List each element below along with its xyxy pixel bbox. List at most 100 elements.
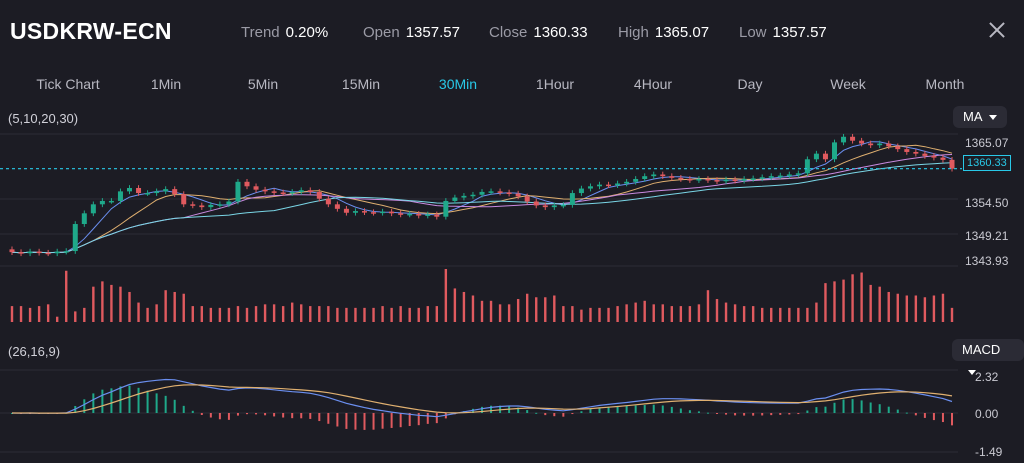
volume-bar <box>462 291 466 322</box>
macd-bar <box>471 408 474 413</box>
candle-body <box>27 251 33 254</box>
price-tick: 1349.21 <box>965 229 1009 243</box>
volume-bar <box>742 306 746 322</box>
macd-bar <box>426 413 429 424</box>
volume-bar <box>715 299 719 322</box>
candle-body <box>597 184 602 187</box>
macd-bar <box>481 406 483 413</box>
tab-4hour[interactable]: 4Hour <box>633 76 673 92</box>
candle-body <box>542 205 548 208</box>
macd-bar <box>923 413 926 418</box>
tab-5min[interactable]: 5Min <box>247 76 279 92</box>
volume-bar <box>860 272 863 322</box>
macd-bar <box>236 413 239 416</box>
volume-bar <box>607 307 610 322</box>
tab-30min[interactable]: 30Min <box>438 76 478 92</box>
volume-bar <box>191 306 194 322</box>
macd-bar <box>327 413 330 424</box>
macd-bar <box>381 413 384 429</box>
candle-body <box>443 200 449 217</box>
volume-bar <box>327 306 330 322</box>
tab-day[interactable]: Day <box>737 76 763 92</box>
macd-tick: 0.00 <box>975 407 999 421</box>
macd-bar <box>155 393 158 413</box>
tab-15min[interactable]: 15Min <box>341 76 381 92</box>
candle-body <box>190 204 196 206</box>
candle-body <box>587 186 593 189</box>
volume-bar <box>688 306 692 322</box>
candle-body <box>9 249 15 253</box>
volume-bar <box>110 284 113 322</box>
ma-line <box>11 162 953 254</box>
candle-body <box>696 178 702 181</box>
ma-dropdown[interactable]: MA <box>953 106 1007 128</box>
macd-bar <box>435 413 438 424</box>
volume-bar <box>679 306 683 322</box>
macd-bar <box>571 413 574 415</box>
macd-bar <box>788 413 791 415</box>
volume-bar <box>209 307 213 322</box>
volume-bar <box>670 306 674 322</box>
volume-bar <box>254 306 258 322</box>
stat-close: Close 1360.33 <box>489 24 588 41</box>
tab-1min[interactable]: 1Min <box>150 76 182 92</box>
candle-body <box>163 189 169 192</box>
macd-bar <box>743 413 746 416</box>
volume-bar <box>616 306 619 322</box>
macd-bar <box>815 407 818 413</box>
macd-bar <box>490 405 493 413</box>
candle-body <box>569 193 575 205</box>
candle-body <box>217 204 223 206</box>
macd-bar <box>345 413 348 429</box>
candle-body <box>63 251 69 253</box>
macd-bar <box>164 395 167 413</box>
macd-bar <box>200 413 203 415</box>
macd-bar <box>716 413 718 414</box>
macd-bar <box>83 399 86 413</box>
tab-tick-chart[interactable]: Tick Chart <box>36 76 100 92</box>
candle-body <box>117 191 123 201</box>
ma-dropdown-label: MA <box>963 109 983 124</box>
volume-bar <box>914 295 918 322</box>
macd-bar <box>318 413 321 422</box>
tab-1hour[interactable]: 1Hour <box>535 76 575 92</box>
tab-month[interactable]: Month <box>925 76 965 92</box>
macd-bar <box>562 413 565 417</box>
macd-bar <box>173 399 176 413</box>
volume-bar <box>354 307 357 322</box>
candle-body <box>307 190 313 192</box>
candle-body <box>334 204 340 209</box>
candle-body <box>99 200 105 205</box>
volume-bar <box>119 286 122 322</box>
candle-body <box>741 178 747 181</box>
macd-bar <box>255 413 258 415</box>
volume-bar <box>173 291 176 322</box>
price-chart[interactable]: 1365.07 1354.50 1349.21 1343.93 <box>0 0 1024 330</box>
candle-body <box>813 153 819 160</box>
candle-body <box>497 191 503 193</box>
stat-low: Low 1357.57 <box>739 24 827 41</box>
stat-label: Trend <box>241 24 280 41</box>
candle-body <box>886 143 892 147</box>
candle-body <box>352 211 358 213</box>
macd-dropdown[interactable]: MACD <box>952 339 1024 376</box>
macd-bar <box>218 413 221 420</box>
volume-bar <box>372 307 375 322</box>
volume-bar <box>471 295 475 322</box>
macd-bar <box>300 413 303 419</box>
macd-bar <box>761 413 764 416</box>
macd-bar <box>725 413 728 415</box>
candle-body <box>732 179 738 182</box>
candle-body <box>723 179 729 182</box>
macd-bar <box>869 402 872 413</box>
candle-body <box>578 188 584 194</box>
candle-body <box>262 189 268 192</box>
macd-bar <box>92 393 95 413</box>
macd-bar <box>273 413 276 417</box>
candle-body <box>127 187 132 192</box>
volume-bar <box>137 302 140 322</box>
tab-week[interactable]: Week <box>830 76 866 92</box>
macd-bar <box>526 410 529 413</box>
candle-body <box>90 204 96 214</box>
